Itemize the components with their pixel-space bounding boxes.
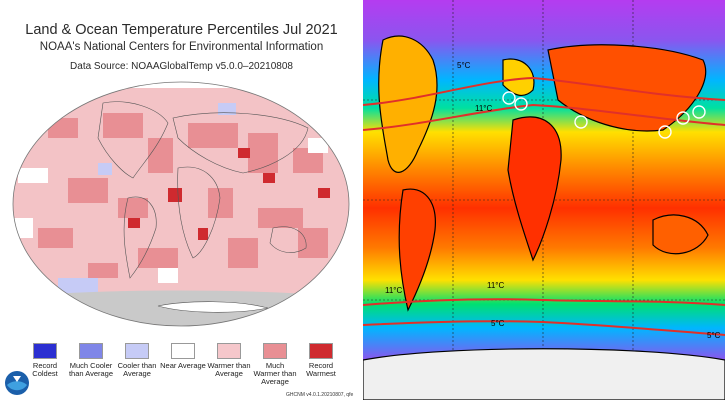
legend-swatch	[33, 343, 57, 359]
much-warmer-blocks	[38, 113, 328, 278]
map-subtitle: NOAA's National Centers for Environmenta…	[39, 41, 324, 53]
sst-isotherm-panel: 5°C 11°C 11°C 11°C 5°C 5°C	[363, 0, 725, 400]
legend-item: Record Coldest	[22, 343, 68, 378]
isotherm-lines	[363, 76, 725, 336]
legend-label: Warmer than Average	[207, 361, 251, 378]
legend-label: Record Coldest	[32, 361, 58, 378]
map-title: Land & Ocean Temperature Percentiles Jul…	[25, 22, 338, 38]
legend-swatch	[171, 343, 195, 359]
legend-item: Record Warmest	[298, 343, 344, 378]
data-credit: GHCNM v4.0.1.20210807, qfe	[286, 392, 354, 398]
legend-item: Warmer than Average	[206, 343, 252, 378]
isotherm-label: 11°C	[385, 286, 403, 295]
legend-swatch	[79, 343, 103, 359]
legend-swatch	[125, 343, 149, 359]
legend-label: Much Warmer than Average	[253, 361, 297, 386]
legend-swatch	[217, 343, 241, 359]
percentile-globe-map	[12, 81, 350, 327]
event-markers	[502, 91, 706, 139]
continents	[363, 35, 725, 400]
legend-label: Much Cooler than Average	[68, 361, 114, 378]
isotherm-label: 5°C	[457, 61, 471, 70]
legend-item: Near Average	[160, 343, 206, 370]
legend-item: Much Cooler than Average	[68, 343, 114, 378]
antarctica-no-data	[13, 290, 349, 326]
legend-item: Cooler than Average	[114, 343, 160, 378]
isotherm-label: 11°C	[487, 281, 505, 290]
legend-label: Near Average	[160, 361, 206, 370]
legend-label: Cooler than Average	[117, 361, 157, 378]
continent-outlines	[97, 101, 309, 279]
legend-swatch	[263, 343, 287, 359]
sst-map	[363, 0, 725, 400]
legend-label: Record Warmest	[306, 361, 336, 378]
isotherm-label: 5°C	[491, 319, 505, 328]
noaa-logo-icon	[5, 371, 29, 395]
record-warmest-blocks	[128, 148, 330, 240]
isotherm-label: 5°C	[707, 331, 721, 340]
data-source: Data Source: NOAAGlobalTemp v5.0.0–20210…	[70, 61, 293, 72]
isotherm-label: 11°C	[475, 104, 493, 113]
legend-item: Much Warmer than Average	[252, 343, 298, 386]
temperature-percentile-panel: Land & Ocean Temperature Percentiles Jul…	[5, 22, 354, 398]
legend-swatch	[309, 343, 333, 359]
